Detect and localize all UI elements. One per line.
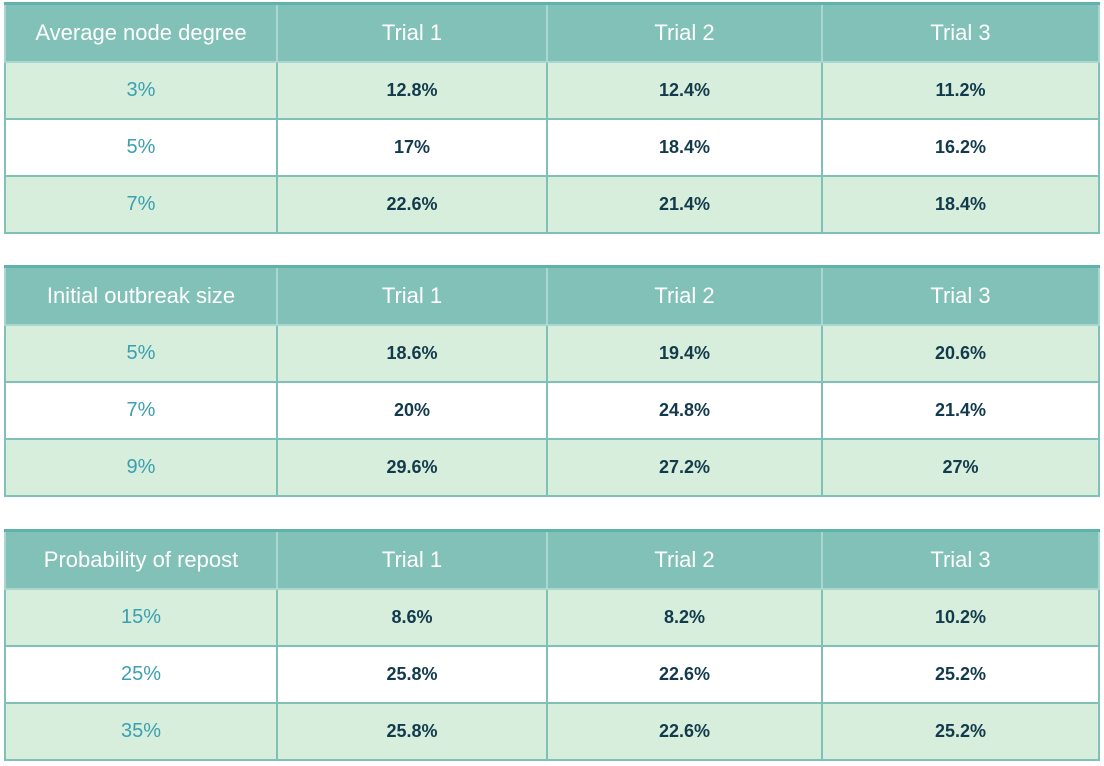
cell-trial-1: 17%	[276, 117, 548, 177]
table-row: 7% 20% 24.8% 21.4%	[4, 380, 1100, 440]
cell-trial-3: 20.6%	[821, 323, 1100, 383]
cell-trial-1: 25.8%	[276, 701, 548, 761]
table-row: 3% 12.8% 12.4% 11.2%	[4, 60, 1100, 120]
cell-trial-2: 22.6%	[546, 701, 823, 761]
cell-trial-2: 12.4%	[546, 60, 823, 120]
column-header-trial-1: Trial 1	[276, 2, 548, 63]
cell-trial-1: 29.6%	[276, 437, 548, 497]
cell-trial-1: 25.8%	[276, 644, 548, 704]
table-row: 15% 8.6% 8.2% 10.2%	[4, 587, 1100, 647]
table-header-row: Initial outbreak size Trial 1 Trial 2 Tr…	[4, 265, 1100, 326]
cell-trial-2: 21.4%	[546, 174, 823, 234]
cell-trial-3: 25.2%	[821, 644, 1100, 704]
cell-trial-3: 16.2%	[821, 117, 1100, 177]
row-label: 5%	[4, 117, 278, 177]
cell-trial-2: 24.8%	[546, 380, 823, 440]
cell-trial-2: 22.6%	[546, 644, 823, 704]
cell-trial-2: 19.4%	[546, 323, 823, 383]
cell-trial-3: 27%	[821, 437, 1100, 497]
cell-trial-3: 21.4%	[821, 380, 1100, 440]
cell-trial-1: 22.6%	[276, 174, 548, 234]
row-label: 7%	[4, 174, 278, 234]
row-label: 3%	[4, 60, 278, 120]
table-row: 35% 25.8% 22.6% 25.2%	[4, 701, 1100, 761]
cell-trial-3: 25.2%	[821, 701, 1100, 761]
row-label: 25%	[4, 644, 278, 704]
cell-trial-2: 8.2%	[546, 587, 823, 647]
row-label: 7%	[4, 380, 278, 440]
cell-trial-1: 8.6%	[276, 587, 548, 647]
column-header-trial-3: Trial 3	[821, 265, 1100, 326]
cell-trial-1: 12.8%	[276, 60, 548, 120]
table-row: 5% 17% 18.4% 16.2%	[4, 117, 1100, 177]
cell-trial-2: 27.2%	[546, 437, 823, 497]
cell-trial-2: 18.4%	[546, 117, 823, 177]
column-header-trial-2: Trial 2	[546, 529, 823, 590]
column-header-parameter: Initial outbreak size	[4, 265, 278, 326]
cell-trial-3: 11.2%	[821, 60, 1100, 120]
table-row: 5% 18.6% 19.4% 20.6%	[4, 323, 1100, 383]
column-header-parameter: Average node degree	[4, 2, 278, 63]
initial-outbreak-size-table: Initial outbreak size Trial 1 Trial 2 Tr…	[4, 265, 1100, 497]
row-label: 9%	[4, 437, 278, 497]
column-header-trial-1: Trial 1	[276, 265, 548, 326]
row-label: 15%	[4, 587, 278, 647]
column-header-trial-1: Trial 1	[276, 529, 548, 590]
column-header-trial-3: Trial 3	[821, 2, 1100, 63]
table-header-row: Average node degree Trial 1 Trial 2 Tria…	[4, 2, 1100, 63]
cell-trial-1: 20%	[276, 380, 548, 440]
table-row: 7% 22.6% 21.4% 18.4%	[4, 174, 1100, 234]
row-label: 5%	[4, 323, 278, 383]
column-header-trial-2: Trial 2	[546, 2, 823, 63]
table-row: 9% 29.6% 27.2% 27%	[4, 437, 1100, 497]
column-header-trial-2: Trial 2	[546, 265, 823, 326]
average-node-degree-table: Average node degree Trial 1 Trial 2 Tria…	[4, 2, 1100, 234]
column-header-parameter: Probability of repost	[4, 529, 278, 590]
cell-trial-1: 18.6%	[276, 323, 548, 383]
table-row: 25% 25.8% 22.6% 25.2%	[4, 644, 1100, 704]
probability-of-repost-table: Probability of repost Trial 1 Trial 2 Tr…	[4, 529, 1100, 761]
cell-trial-3: 10.2%	[821, 587, 1100, 647]
column-header-trial-3: Trial 3	[821, 529, 1100, 590]
table-header-row: Probability of repost Trial 1 Trial 2 Tr…	[4, 529, 1100, 590]
cell-trial-3: 18.4%	[821, 174, 1100, 234]
row-label: 35%	[4, 701, 278, 761]
